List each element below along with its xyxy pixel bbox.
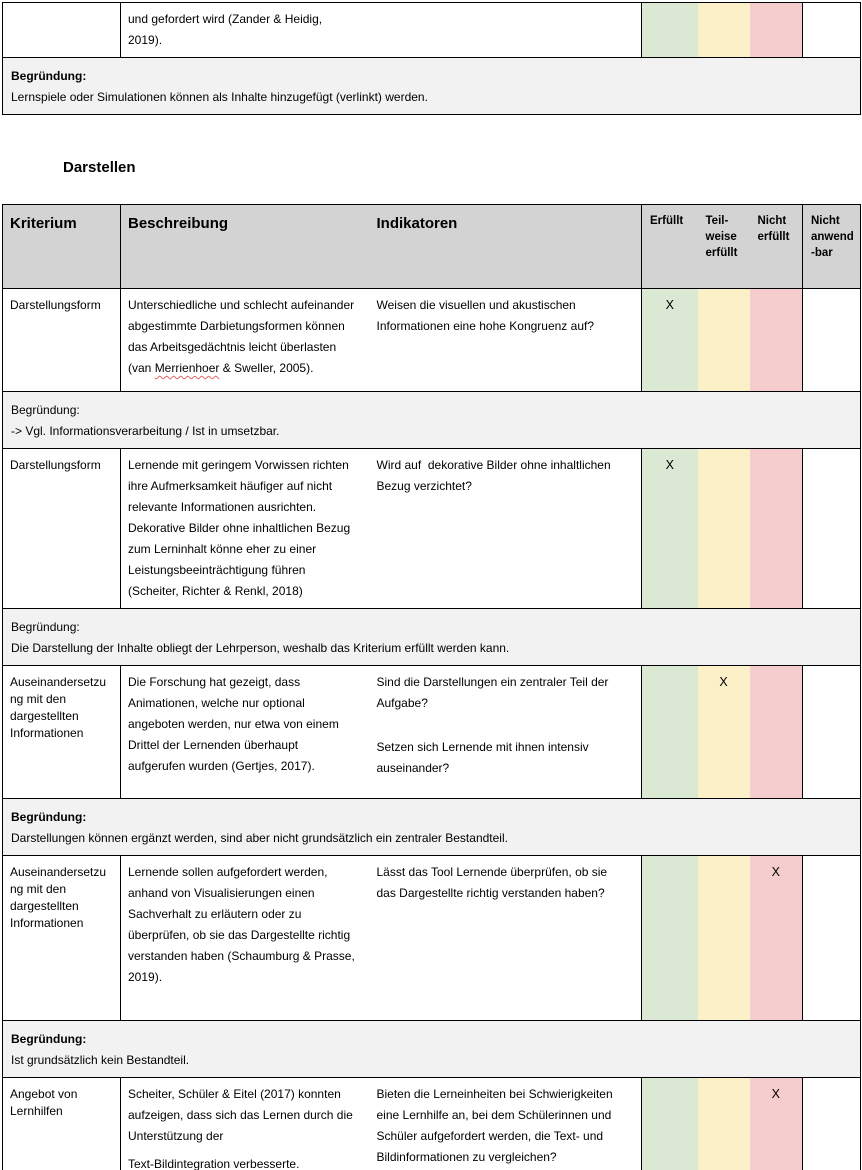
kriterium-cell: Auseinandersetzung mit den dargestellten…	[2, 665, 121, 799]
begruendung-text: Lernspiele oder Simulationen können als …	[11, 90, 428, 104]
beschreibung-cell: Scheiter, Schüler & Eitel (2017) konnten…	[120, 1077, 371, 1170]
indikatoren-cell: Bieten die Lerneinheiten bei Schwierigke…	[370, 1077, 642, 1170]
begruendung-row: Begründung: Die Darstellung der Inhalte …	[2, 608, 861, 666]
indikatoren-text: Setzen sich Lernende mit ihnen intensiv …	[376, 740, 592, 775]
begruendung-cell: Begründung: Lernspiele oder Simulationen…	[2, 57, 861, 115]
begruendung-cell: Begründung: Ist grundsätzlich kein Besta…	[2, 1020, 861, 1078]
indikatoren-text: Sind die Darstellungen ein zentraler Tei…	[376, 675, 612, 710]
begruendung-cell: Begründung: Darstellungen können ergänzt…	[2, 798, 861, 856]
nicht-anwendbar-cell	[802, 855, 861, 1021]
header-erfuellt: Erfüllt	[641, 204, 698, 289]
begruendung-row: Begründung: -> Vgl. Informationsverarbei…	[2, 391, 861, 449]
begruendung-label: Begründung:	[11, 1032, 87, 1046]
continuation-table: und gefordert wird (Zander & Heidig, 201…	[2, 2, 861, 115]
teilweise-cell: X	[697, 665, 750, 799]
table-row: Darstellungsform Unterschiedliche und sc…	[2, 288, 861, 392]
begruendung-label: Begründung:	[11, 403, 80, 417]
erfuellt-cell	[641, 855, 698, 1021]
beschreibung-text: Scheiter, Schüler & Eitel (2017) konnten…	[128, 1087, 357, 1143]
indikatoren-cell	[370, 2, 642, 58]
begruendung-cell: Begründung: -> Vgl. Informationsverarbei…	[2, 391, 861, 449]
beschreibung-text: Text-Bildintegration verbesserte.	[128, 1157, 300, 1170]
nicht-anwendbar-cell	[802, 288, 861, 392]
beschreibung-text: und gefordert wird (Zander & Heidig, 201…	[128, 12, 326, 47]
teilweise-cell	[697, 855, 750, 1021]
nicht-erfuellt-cell	[749, 2, 803, 58]
header-nicht-anwendbar: Nicht anwend-bar	[802, 204, 861, 289]
table-row: Auseinandersetzung mit den dargestellten…	[2, 855, 861, 1021]
header-beschreibung: Beschreibung	[120, 204, 371, 289]
beschreibung-text: Die Forschung hat gezeigt, dass Animatio…	[128, 675, 343, 773]
indikatoren-cell: Lässt das Tool Lernende überprüfen, ob s…	[370, 855, 642, 1021]
beschreibung-text: Lernende mit geringem Vorwissen richten …	[128, 458, 354, 598]
indikatoren-cell: Wird auf dekorative Bilder ohne inhaltli…	[370, 448, 642, 609]
table-row: Darstellungsform Lernende mit geringem V…	[2, 448, 861, 609]
begruendung-label: Begründung:	[11, 69, 87, 83]
indikatoren-text: Wird auf dekorative Bilder ohne inhaltli…	[376, 458, 614, 493]
begruendung-text: Die Darstellung der Inhalte obliegt der …	[11, 641, 510, 655]
beschreibung-cell: Lernende mit geringem Vorwissen richten …	[120, 448, 371, 609]
beschreibung-cell: Unterschiedliche und schlecht aufeinande…	[120, 288, 371, 392]
header-indikatoren: Indikatoren	[370, 204, 642, 289]
begruendung-row: Begründung: Lernspiele oder Simulationen…	[2, 57, 861, 115]
nicht-erfuellt-cell: X	[749, 855, 803, 1021]
nicht-anwendbar-cell	[802, 665, 861, 799]
header-row: Kriterium Beschreibung Indikatoren Erfül…	[2, 204, 861, 289]
erfuellt-cell	[641, 1077, 698, 1170]
nicht-anwendbar-cell	[802, 1077, 861, 1170]
begruendung-label: Begründung:	[11, 620, 80, 634]
begruendung-cell: Begründung: Die Darstellung der Inhalte …	[2, 608, 861, 666]
beschreibung-cell: Lernende sollen aufgefordert werden, anh…	[120, 855, 371, 1021]
teilweise-cell	[697, 1077, 750, 1170]
kriterium-cell	[2, 2, 121, 58]
nicht-erfuellt-cell	[749, 288, 803, 392]
beschreibung-cell: und gefordert wird (Zander & Heidig, 201…	[120, 2, 371, 58]
beschreibung-text: Unterschiedliche und schlecht aufeinande…	[128, 298, 358, 375]
erfuellt-cell	[641, 2, 698, 58]
misspelled-word: Merrienhoer	[154, 361, 220, 375]
nicht-erfuellt-cell	[749, 448, 803, 609]
kriterium-cell: Angebot von Lernhilfen	[2, 1077, 121, 1170]
header-teilweise: Teil-weise erfüllt	[697, 204, 750, 289]
indikatoren-cell: Sind die Darstellungen ein zentraler Tei…	[370, 665, 642, 799]
header-kriterium: Kriterium	[2, 204, 121, 289]
nicht-anwendbar-cell	[802, 2, 861, 58]
beschreibung-text: Lernende sollen aufgefordert werden, anh…	[128, 865, 359, 984]
table-row: Angebot von Lernhilfen Scheiter, Schüler…	[2, 1077, 861, 1170]
table-row: Auseinandersetzung mit den dargestellten…	[2, 665, 861, 799]
begruendung-row: Begründung: Darstellungen können ergänzt…	[2, 798, 861, 856]
criteria-table: Kriterium Beschreibung Indikatoren Erfül…	[2, 204, 861, 1170]
section-heading: Darstellen	[63, 159, 136, 176]
beschreibung-cell: Die Forschung hat gezeigt, dass Animatio…	[120, 665, 371, 799]
indikatoren-text: Lässt das Tool Lernende überprüfen, ob s…	[376, 865, 611, 900]
begruendung-row: Begründung: Ist grundsätzlich kein Besta…	[2, 1020, 861, 1078]
kriterium-cell: Auseinandersetzung mit den dargestellten…	[2, 855, 121, 1021]
kriterium-cell: Darstellungsform	[2, 288, 121, 392]
header-nicht-erfuellt: Nicht erfüllt	[749, 204, 803, 289]
nicht-anwendbar-cell	[802, 448, 861, 609]
begruendung-text: -> Vgl. Informationsverarbeitung / Ist i…	[11, 424, 280, 438]
teilweise-cell	[697, 2, 750, 58]
nicht-erfuellt-cell: X	[749, 1077, 803, 1170]
indikatoren-text: Weisen die visuellen und akustischen Inf…	[376, 298, 595, 333]
begruendung-label: Begründung:	[11, 810, 87, 824]
indikatoren-text: Bieten die Lerneinheiten bei Schwierigke…	[376, 1087, 616, 1164]
erfuellt-cell: X	[641, 448, 698, 609]
begruendung-text: Darstellungen können ergänzt werden, sin…	[11, 831, 508, 845]
table-row: und gefordert wird (Zander & Heidig, 201…	[2, 2, 861, 58]
teilweise-cell	[697, 448, 750, 609]
begruendung-text: Ist grundsätzlich kein Bestandteil.	[11, 1053, 190, 1067]
kriterium-cell: Darstellungsform	[2, 448, 121, 609]
indikatoren-cell: Weisen die visuellen und akustischen Inf…	[370, 288, 642, 392]
erfuellt-cell: X	[641, 288, 698, 392]
teilweise-cell	[697, 288, 750, 392]
nicht-erfuellt-cell	[749, 665, 803, 799]
erfuellt-cell	[641, 665, 698, 799]
